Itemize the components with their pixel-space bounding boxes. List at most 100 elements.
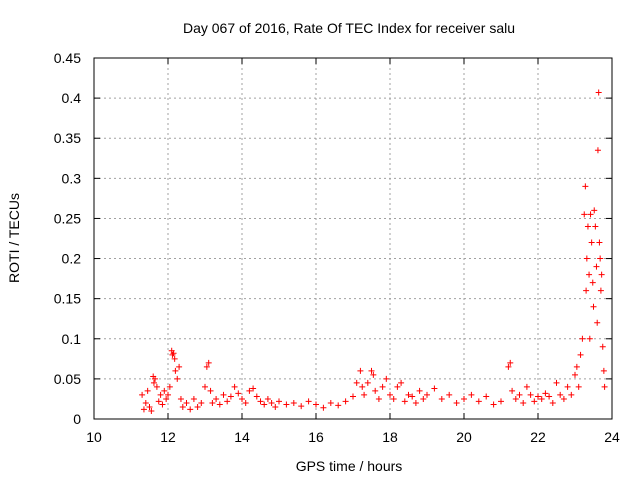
data-point <box>597 287 604 294</box>
data-point <box>209 399 216 406</box>
y-tick-label: 0.25 <box>54 210 81 226</box>
data-point <box>586 335 593 342</box>
y-tick-label: 0.2 <box>62 251 82 267</box>
y-tick-label: 0 <box>73 411 81 427</box>
data-point <box>446 391 453 398</box>
data-point <box>375 395 382 402</box>
data-point <box>542 390 549 397</box>
data-point <box>187 406 194 413</box>
data-point <box>207 387 214 394</box>
y-tick-label: 0.05 <box>54 371 81 387</box>
data-point <box>546 393 553 400</box>
data-point <box>370 371 377 378</box>
data-point <box>589 279 596 286</box>
data-point <box>575 383 582 390</box>
x-axis-title: GPS time / hours <box>296 458 403 474</box>
data-point <box>412 399 419 406</box>
data-point <box>268 399 275 406</box>
data-point <box>594 147 601 154</box>
data-point <box>520 399 527 406</box>
data-point <box>231 383 238 390</box>
data-point <box>538 395 545 402</box>
data-point <box>353 379 360 386</box>
data-point <box>592 223 599 230</box>
data-point <box>163 395 170 402</box>
axis-ticks <box>93 57 613 420</box>
data-point <box>572 371 578 378</box>
data-point <box>290 399 297 406</box>
plot-frame <box>93 57 613 420</box>
data-point <box>364 379 371 386</box>
data-point <box>531 398 538 405</box>
data-point <box>283 401 290 408</box>
data-point <box>350 393 356 400</box>
data-point <box>461 395 467 402</box>
data-point <box>142 399 149 406</box>
x-tick-labels: 10 12 14 16 18 20 22 24 <box>86 429 620 445</box>
data-point <box>272 403 279 410</box>
data-point <box>246 387 253 394</box>
data-point <box>203 363 210 370</box>
data-point <box>155 398 162 405</box>
y-tick-label: 0.4 <box>62 90 82 106</box>
data-point <box>144 387 151 394</box>
data-point <box>401 398 408 405</box>
data-point <box>475 398 482 405</box>
data-point <box>593 263 600 270</box>
x-tick-label: 14 <box>234 429 250 445</box>
data-point <box>150 379 157 386</box>
data-point <box>579 335 586 342</box>
data-point <box>431 385 438 392</box>
data-point <box>507 359 514 366</box>
data-point <box>582 183 589 190</box>
data-point <box>165 391 171 398</box>
data-point <box>549 399 556 406</box>
data-point <box>505 363 512 370</box>
x-tick-label: 20 <box>456 429 472 445</box>
data-point <box>335 402 342 409</box>
data-point <box>379 383 386 390</box>
data-point <box>139 391 146 398</box>
data-point <box>577 351 584 358</box>
data-point <box>596 239 603 246</box>
data-point <box>590 303 597 310</box>
data-point <box>568 391 575 398</box>
data-point <box>166 383 173 390</box>
data-point <box>220 391 227 398</box>
data-point <box>257 398 264 405</box>
data-point <box>176 363 183 370</box>
data-point <box>599 343 606 350</box>
data-point <box>598 271 605 278</box>
data-point <box>161 387 168 394</box>
x-tick-label: 22 <box>530 429 546 445</box>
x-tick-label: 12 <box>160 429 176 445</box>
x-tick-label: 16 <box>308 429 324 445</box>
data-point <box>157 391 164 398</box>
data-point <box>498 398 504 405</box>
data-point <box>235 390 242 397</box>
data-point <box>172 367 179 374</box>
data-point <box>242 399 249 406</box>
data-point <box>601 383 608 390</box>
data-point <box>387 391 393 398</box>
data-point <box>516 391 523 398</box>
data-point <box>357 367 364 374</box>
data-point <box>583 287 590 294</box>
data-point <box>586 271 593 278</box>
data-point <box>305 398 312 405</box>
data-point <box>140 406 147 413</box>
data-point <box>179 403 186 410</box>
data-point <box>146 403 153 410</box>
chart-title: Day 067 of 2016, Rate Of TEC Index for r… <box>183 20 515 36</box>
data-point <box>583 255 590 262</box>
data-point <box>394 383 401 390</box>
data-point <box>194 403 201 410</box>
data-point <box>527 391 534 398</box>
data-point <box>361 391 368 398</box>
data-point <box>171 355 178 362</box>
data-point <box>535 393 541 400</box>
data-point <box>152 375 159 382</box>
data-point <box>564 383 571 390</box>
data-point <box>327 399 334 406</box>
